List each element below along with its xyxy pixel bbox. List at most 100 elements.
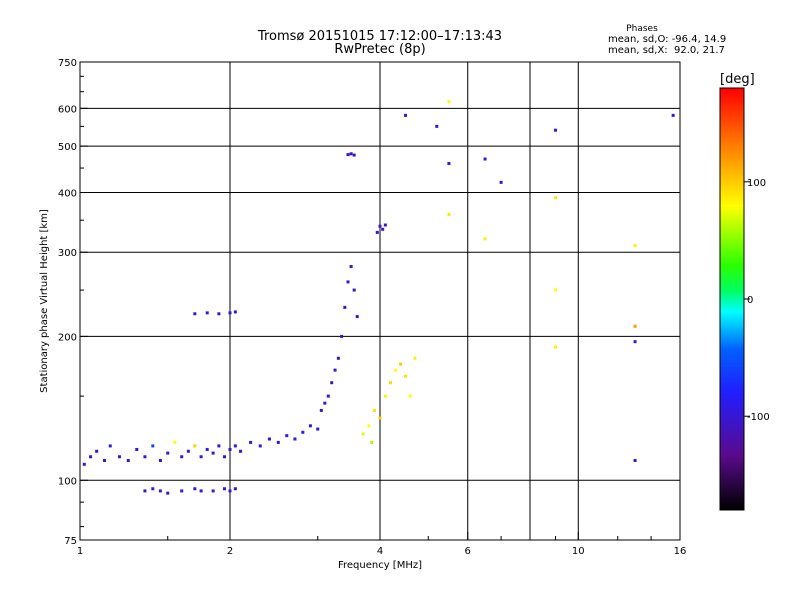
data-point (336, 356, 340, 360)
colorbar-label: [deg] (720, 72, 755, 87)
y-axis: 75 100 200 300 400 500 600 750 (58, 58, 88, 547)
data-point (316, 427, 320, 431)
colorbar-tick-label: -100 (747, 412, 770, 423)
data-point (143, 489, 147, 493)
y-tick-label: 200 (58, 332, 77, 343)
data-point (553, 288, 557, 292)
data-point (301, 430, 305, 434)
data-point (340, 334, 344, 338)
data-point (158, 489, 162, 493)
data-point (228, 447, 232, 451)
data-point (355, 315, 359, 319)
data-point (223, 455, 227, 459)
data-point (352, 153, 356, 157)
data-point (89, 455, 93, 459)
data-point (285, 434, 289, 438)
data-point (333, 368, 337, 372)
data-point (671, 113, 675, 117)
data-point (378, 416, 382, 420)
data-point (343, 305, 347, 309)
data-point (326, 394, 330, 398)
data-point (378, 224, 382, 228)
data-point (633, 458, 637, 462)
y-tick-label: 500 (58, 142, 77, 153)
data-point (381, 227, 385, 231)
data-point (499, 180, 503, 184)
x-axis: 1 2 4 6 10 16 (77, 532, 687, 557)
data-point (233, 487, 237, 491)
data-point (82, 462, 86, 466)
data-point (233, 310, 237, 314)
data-point (205, 311, 209, 315)
data-point (399, 362, 403, 366)
data-point (239, 449, 243, 453)
data-point (633, 243, 637, 247)
colorbar (719, 87, 745, 511)
x-axis-label: Frequency [MHz] (338, 560, 422, 571)
chart-title: Tromsø 20151015 17:12:00–17:13:43 (257, 29, 502, 44)
data-point (193, 444, 197, 448)
data-point (553, 345, 557, 349)
data-point (205, 447, 209, 451)
data-point (233, 444, 237, 448)
data-point (435, 124, 439, 128)
data-point (180, 489, 184, 493)
data-point (193, 312, 197, 316)
data-point (553, 196, 557, 200)
data-point (117, 455, 121, 459)
data-point (346, 280, 350, 284)
y-tick-label: 400 (58, 188, 77, 199)
data-point (249, 440, 253, 444)
data-point (447, 161, 451, 165)
data-point (483, 237, 487, 241)
data-point (447, 100, 451, 104)
data-point (383, 223, 387, 227)
data-point (135, 447, 139, 451)
data-point (95, 449, 99, 453)
data-point (447, 212, 451, 216)
data-point (223, 487, 227, 491)
x-tick-label: 16 (674, 546, 687, 557)
data-point (228, 311, 232, 315)
y-tick-label: 750 (58, 58, 77, 69)
data-point (108, 444, 112, 448)
data-point (199, 455, 203, 459)
data-point (211, 489, 215, 493)
data-point (211, 451, 215, 455)
data-point (319, 408, 323, 412)
colorbar-tick-label: 0 (747, 295, 753, 306)
colorbar-ticks: 100 0 -100 (744, 178, 770, 423)
data-point (308, 424, 312, 428)
data-point (361, 432, 365, 436)
y-tick-label: 100 (58, 476, 77, 487)
data-point (383, 394, 387, 398)
x-tick-label: 6 (465, 546, 471, 557)
data-point (370, 440, 374, 444)
data-point (394, 368, 398, 372)
phase-info-o: mean, sd,O: -96.4, 14.9 (608, 34, 726, 45)
data-point (483, 157, 487, 161)
y-axis-label: Stationary phase Virtual Height [km] (39, 209, 50, 393)
data-point (151, 487, 155, 491)
x-tick-label: 10 (572, 546, 585, 557)
y-tick-label: 75 (64, 536, 77, 547)
data-point (151, 444, 155, 448)
data-point (349, 152, 353, 156)
phase-info-title: Phases (626, 24, 658, 34)
chart-subtitle: RwPretec (8p) (334, 42, 425, 57)
data-point (166, 491, 170, 495)
data-point (217, 444, 221, 448)
data-point (389, 381, 393, 385)
data-point (553, 128, 557, 132)
data-point (199, 489, 203, 493)
data-points (82, 100, 675, 495)
data-point (633, 324, 637, 328)
data-point (228, 489, 232, 493)
data-point (403, 113, 407, 117)
x-tick-label: 1 (77, 546, 83, 557)
grid (80, 62, 680, 540)
x-tick-label: 4 (377, 546, 383, 557)
data-point (349, 265, 353, 269)
data-point (267, 437, 271, 441)
